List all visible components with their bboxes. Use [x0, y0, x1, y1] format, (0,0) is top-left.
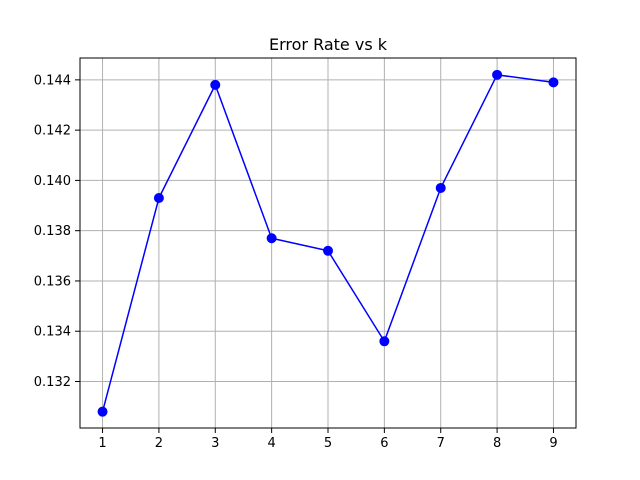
chart-title: Error Rate vs k — [269, 35, 388, 54]
y-tick-label: 0.132 — [34, 375, 71, 390]
data-point — [210, 79, 221, 90]
x-tick-label: 7 — [437, 436, 445, 451]
tick-layer: 1 2 3 4 5 6 7 8 9 0.132 0.134 0.136 0.138 0.140 0.142 0… — [34, 73, 558, 451]
x-tick-label: 5 — [324, 436, 332, 451]
x-tick-label: 4 — [267, 436, 275, 451]
series-layer — [97, 69, 559, 417]
grid-lines — [80, 58, 576, 428]
x-tick-label: 2 — [155, 436, 163, 451]
data-point — [435, 182, 446, 193]
x-tick-label: 9 — [549, 436, 557, 451]
y-tick-label: 0.138 — [34, 224, 71, 239]
y-tick-label: 0.144 — [34, 73, 71, 88]
y-tick-label: 0.140 — [34, 174, 71, 189]
plot-area: 1 2 3 4 5 6 7 8 9 0.132 0.134 0.136 0.138 0.140 0.142 0… — [34, 57, 577, 451]
data-point — [323, 245, 333, 256]
data-point — [492, 69, 503, 80]
data-point — [153, 193, 164, 204]
x-tick-label: 1 — [98, 436, 106, 451]
y-tick-label: 0.134 — [34, 325, 71, 340]
data-point — [379, 336, 390, 347]
x-tick-label: 6 — [380, 436, 388, 451]
x-tick-label: 3 — [211, 436, 219, 451]
data-point — [266, 233, 277, 244]
y-tick-label: 0.136 — [34, 274, 71, 289]
data-point — [548, 77, 559, 88]
data-point — [97, 406, 108, 417]
x-tick-label: 8 — [493, 436, 501, 451]
y-tick-label: 0.142 — [34, 124, 71, 139]
